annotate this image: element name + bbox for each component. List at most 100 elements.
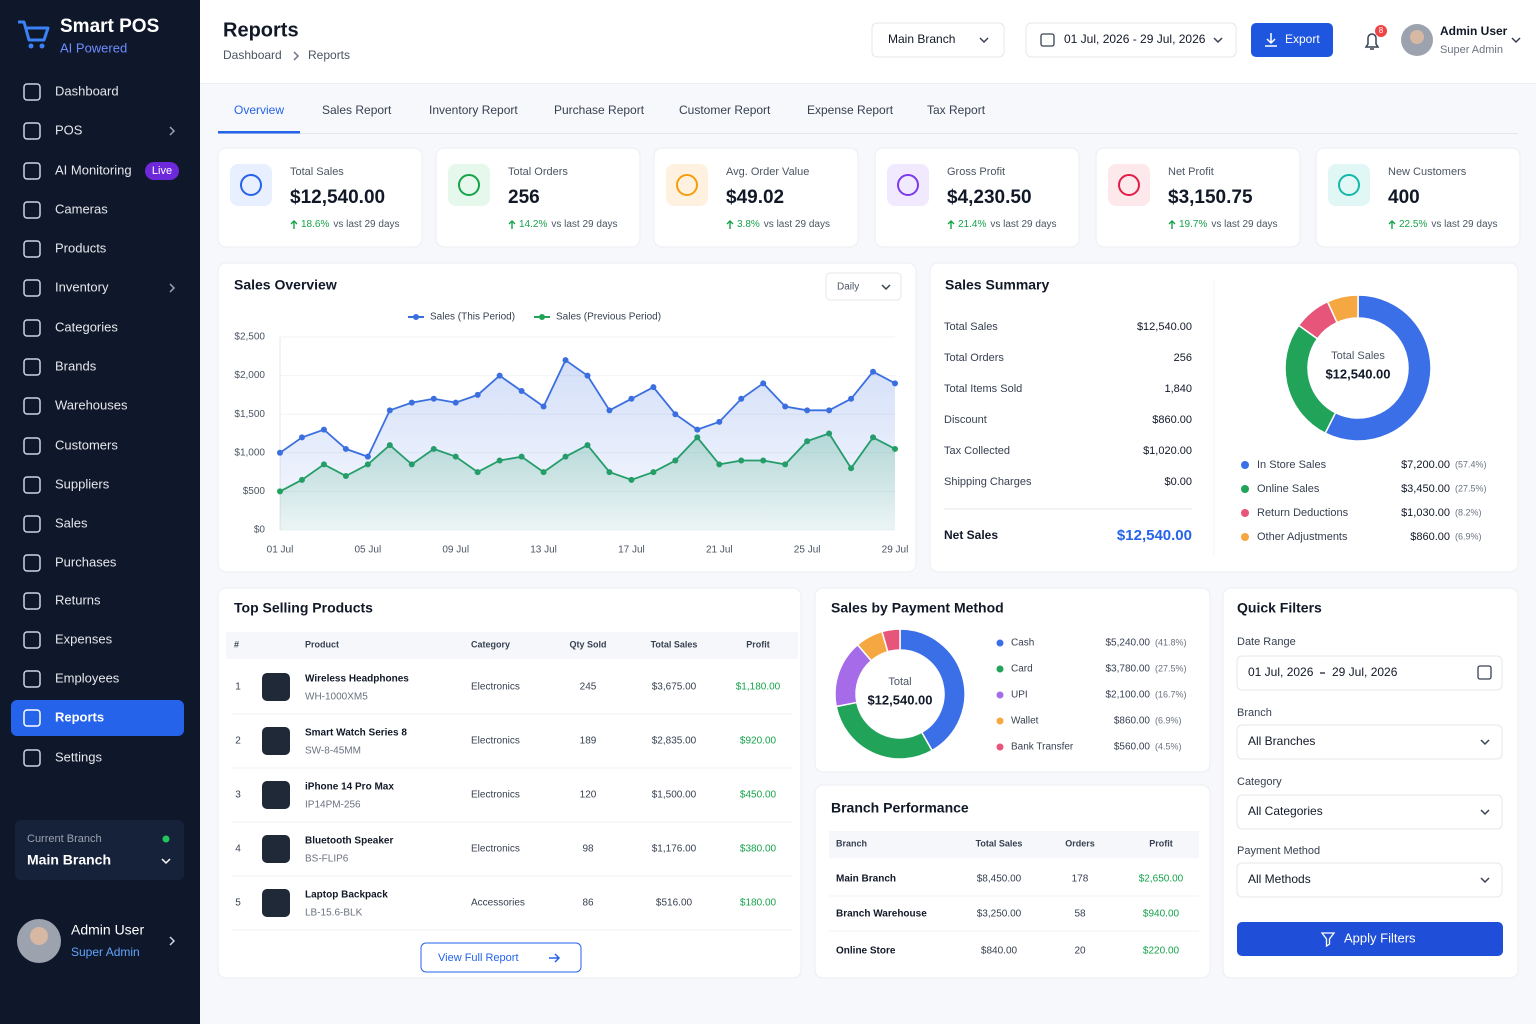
date-chevron — [1213, 37, 1223, 44]
legend-dot — [996, 743, 1004, 751]
branch-select-text[interactable]: Main Branch — [888, 32, 955, 46]
legend-value: $7,200.00 — [1401, 459, 1450, 471]
nav-item[interactable]: Sales — [55, 515, 88, 530]
tab[interactable]: Purchase Report — [554, 103, 645, 117]
select-chevron — [1480, 739, 1490, 746]
summary-value: $860.00 — [1152, 414, 1192, 426]
tab[interactable]: Sales Report — [322, 103, 392, 117]
arrow-icon — [549, 953, 561, 963]
tab[interactable]: Tax Report — [927, 103, 986, 117]
nav-item[interactable]: Inventory — [55, 279, 109, 294]
product-name[interactable]: iPhone 14 Pro Max — [305, 782, 394, 793]
nav-item[interactable]: POS — [55, 122, 83, 137]
card-title: Sales Summary — [945, 277, 1049, 293]
user-role: Super Admin — [71, 945, 140, 959]
date-from: 01 Jul, 2026 — [1248, 665, 1314, 679]
product-sku: IP14PM-256 — [305, 800, 361, 811]
tab[interactable]: Expense Report — [807, 103, 894, 117]
breadcrumb[interactable]: Dashboard — [223, 48, 282, 62]
nav-item[interactable]: Brands — [55, 358, 97, 373]
legend-share: (6.9%) — [1455, 531, 1482, 541]
nav-item[interactable]: Reports — [55, 709, 104, 724]
data-point — [474, 391, 481, 398]
product-image — [262, 781, 290, 809]
kpi-change: 21.4% vs last 29 days — [958, 219, 1057, 230]
x-tick-label: 21 Jul — [706, 545, 733, 556]
kpi-change: 18.6% vs last 29 days — [301, 219, 400, 230]
nav-icon — [23, 358, 41, 376]
nav-item[interactable]: Products — [55, 240, 107, 255]
filter-select[interactable] — [1236, 724, 1503, 760]
kpi-value: $3,150.75 — [1168, 187, 1253, 208]
data-point — [826, 407, 833, 414]
nav-item[interactable]: Returns — [55, 592, 101, 607]
export-text[interactable]: Export — [1285, 32, 1320, 46]
kpi-icon-bg — [666, 164, 708, 206]
summary-value: $0.00 — [1164, 476, 1192, 488]
rank: 2 — [235, 736, 241, 747]
date-input[interactable] — [1236, 655, 1503, 691]
product-name[interactable]: Bluetooth Speaker — [305, 836, 393, 847]
legend-label: Bank Transfer — [1011, 742, 1074, 753]
y-tick-label: $1,000 — [234, 447, 265, 458]
y-tick-label: $2,000 — [234, 370, 265, 381]
select-chevron — [1480, 877, 1490, 884]
nav-item[interactable]: Settings — [55, 749, 102, 764]
kpi-change-value: 3.8% — [737, 219, 760, 230]
data-point — [584, 372, 591, 379]
donut-slice — [881, 628, 901, 653]
filter-select[interactable] — [1236, 862, 1503, 898]
tab[interactable]: Inventory Report — [429, 103, 518, 117]
donut-center-value: $12,540.00 — [867, 692, 932, 707]
branch-name: Main Branch — [836, 874, 896, 885]
filter-select-text[interactable]: All Branches — [1248, 734, 1315, 748]
nav-item[interactable]: Purchases — [55, 554, 117, 569]
nav-icon — [23, 162, 41, 180]
legend-share: (8.2%) — [1455, 507, 1482, 517]
tab[interactable]: Overview — [234, 103, 284, 117]
product-name[interactable]: Laptop Backpack — [305, 890, 388, 901]
kpi-icon-bg — [887, 164, 929, 206]
product-name[interactable]: Wireless Headphones — [305, 674, 409, 685]
product-name[interactable]: Smart Watch Series 8 — [305, 728, 407, 739]
branch-profit: $2,650.00 — [1139, 874, 1184, 885]
nav-item[interactable]: Customers — [55, 437, 118, 452]
x-tick-label: 29 Jul — [882, 545, 909, 556]
product-sku: SW-8-45MM — [305, 746, 361, 757]
legend-marker — [539, 314, 545, 320]
nav-icon — [23, 83, 41, 101]
view-report-text[interactable]: View Full Report — [438, 952, 519, 964]
branch-orders: 58 — [1074, 909, 1086, 920]
tab[interactable]: Customer Report — [679, 103, 771, 117]
product-image — [262, 889, 290, 917]
nav-item[interactable]: Categories — [55, 319, 118, 334]
nav-item[interactable]: AI Monitoring — [55, 162, 132, 177]
view-report-button[interactable] — [420, 942, 582, 973]
nav-item[interactable]: Warehouses — [55, 397, 128, 412]
legend-dot — [996, 717, 1004, 725]
kpi-value: 256 — [508, 187, 540, 208]
nav-item[interactable]: Dashboard — [55, 83, 119, 98]
column-header: Category — [471, 639, 510, 649]
kpi-change-value: 18.6% — [301, 219, 329, 230]
filter-select-text[interactable]: All Categories — [1248, 804, 1323, 818]
apply-button[interactable] — [1237, 922, 1503, 956]
y-tick-label: $2,500 — [234, 332, 265, 343]
y-tick-label: $500 — [243, 486, 266, 497]
x-tick-label: 01 Jul — [267, 545, 294, 556]
kpi-change-note: vs last 29 days — [551, 219, 617, 230]
nav-item[interactable]: Cameras — [55, 201, 108, 216]
filter-select[interactable] — [1236, 794, 1503, 830]
nav-item[interactable]: Suppliers — [55, 476, 110, 491]
donut-center-label: Total — [888, 676, 911, 688]
nav-item[interactable]: Expenses — [55, 631, 113, 646]
top-products-card — [217, 587, 802, 979]
nav-item[interactable]: Employees — [55, 670, 120, 685]
branch-select[interactable]: Main Branch — [27, 852, 111, 868]
apply-text[interactable]: Apply Filters — [1344, 930, 1416, 945]
kpi-change-value: 14.2% — [519, 219, 547, 230]
nav-icon — [23, 554, 41, 572]
filter-select-text[interactable]: All Methods — [1248, 872, 1311, 886]
date-range[interactable]: 01 Jul, 2026 - 29 Jul, 2026 — [1064, 32, 1206, 46]
period-select-text[interactable]: Daily — [837, 282, 859, 293]
